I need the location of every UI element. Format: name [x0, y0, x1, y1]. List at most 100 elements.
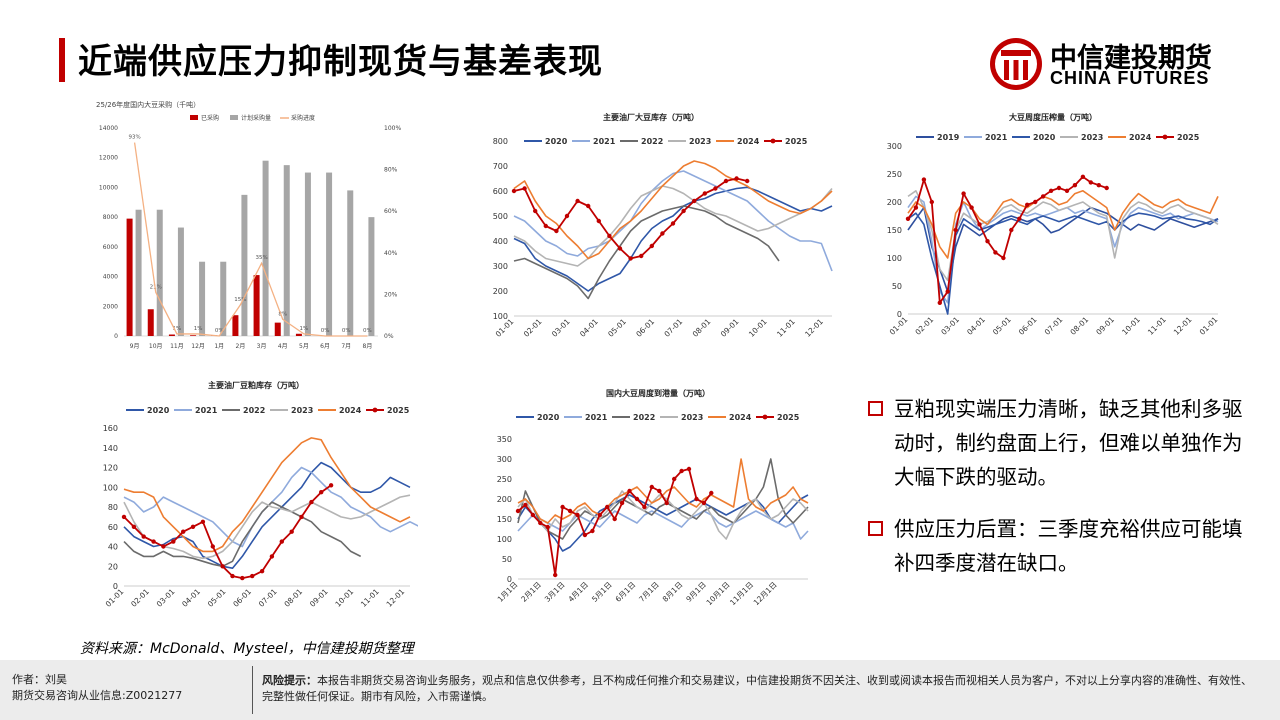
bar-planned [326, 172, 333, 336]
x-tick-label: 06-01 [231, 587, 253, 609]
x-tick-label: 2月1日 [519, 580, 543, 604]
footer-author-block: 作者：刘昊 期货交易咨询从业信息:Z0021277 [12, 672, 182, 704]
series-line-2022 [517, 458, 809, 540]
x-tick-label: 05-01 [606, 317, 628, 339]
x-tick-label: 5月1日 [590, 580, 614, 604]
series-point-2025 [1104, 185, 1109, 191]
x-tick-label: 07-01 [257, 587, 279, 609]
series-line-2020 [517, 494, 809, 552]
series-point-2025 [554, 228, 559, 234]
x-tick-label: 10-01 [333, 587, 355, 609]
legend-label: 2020 [537, 413, 560, 422]
chart-arrivals-svg: 国内大豆周度到港量（万吨） 2020 2021 2022 2023 2024 2025 0 50… [496, 388, 809, 607]
y-tick-label: 250 [497, 475, 512, 484]
y-tick-label: 500 [493, 212, 508, 221]
logo-en: CHINA FUTURES [1050, 68, 1210, 88]
x-tick-label: 09-01 [1094, 315, 1116, 337]
y-tick-label: 40 [108, 543, 118, 552]
series-point-2025 [131, 524, 137, 529]
y-tick-label: 80 [108, 503, 118, 512]
legend-label: 2022 [243, 406, 265, 415]
x-tick-label: 01-01 [104, 587, 126, 609]
series-point-2025 [171, 539, 176, 544]
series-point-2025 [259, 569, 265, 574]
series-point-2025 [961, 191, 966, 196]
bullet-item: 豆粕现实端压力清晰，缺乏其他利多驱动时，制约盘面上行，但难以单独作为大幅下跌的驱… [868, 392, 1248, 494]
series-point-2025 [596, 218, 601, 224]
x-tick-label: 6月 [320, 343, 330, 350]
series-point-2025 [913, 205, 919, 210]
series-line-2024 [513, 160, 833, 260]
series-point-2025 [627, 488, 632, 494]
x-tick-label: 11月1日 [728, 580, 755, 607]
x-tick-label: 10月1日 [705, 580, 732, 607]
company-logo: 中信建投期货 CHINA FUTURES [988, 34, 1238, 94]
data-label: 0% [342, 328, 351, 334]
series-point-2025 [1033, 199, 1038, 205]
y-tick-label: 0 [113, 582, 118, 591]
data-label: 1% [194, 326, 203, 332]
series-point-2025 [686, 466, 692, 472]
x-tick-label: 06-01 [634, 317, 656, 339]
legend-label: 2024 [339, 406, 362, 415]
series-point-2025 [523, 502, 528, 508]
x-tick-label: 05-01 [206, 587, 228, 609]
y-tick-label: 120 [103, 464, 118, 473]
series-point-2025 [701, 500, 707, 506]
bar-purchased [232, 315, 239, 336]
series-point-2025 [664, 500, 669, 506]
y-tick-label: 800 [493, 137, 508, 146]
series-point-2025 [945, 289, 950, 294]
x-tick-label: 02-01 [913, 315, 935, 337]
series-point-2025 [977, 222, 982, 227]
chart-title: 大豆周度压榨量（万吨） [1009, 112, 1097, 122]
series-point-2025 [694, 496, 699, 502]
series-point-2025 [230, 573, 235, 579]
bar-purchased [126, 218, 133, 336]
y-tick-label: 50 [892, 282, 902, 291]
series-line-2020 [513, 186, 833, 292]
x-tick-label: 01-01 [1198, 315, 1220, 337]
legend-label: 2025 [1177, 133, 1200, 142]
y-tick-label: 100 [493, 312, 508, 321]
x-tick-label: 02-01 [522, 317, 544, 339]
y-tick-label: 12000 [99, 155, 118, 162]
chart-purchases-svg: 25/26年度国内大豆采购（千吨）已采购 计划采购量 采购进度 0 2000 4000 60… [96, 100, 401, 350]
legend-label: 2021 [593, 137, 616, 146]
series-point-2025 [1096, 183, 1101, 188]
legend-label: 2023 [689, 137, 711, 146]
bullet-square-icon [868, 401, 883, 416]
risk-label: 风险提示： [262, 674, 317, 687]
y-tick-label: 150 [497, 515, 512, 524]
series-point-2025 [250, 573, 255, 579]
x-tick-label: 05-01 [991, 315, 1013, 337]
data-label: 0% [321, 328, 330, 334]
x-tick-label: 09-01 [719, 317, 741, 339]
series-point-2025 [634, 496, 640, 502]
legend-label: 2022 [633, 413, 655, 422]
chart-purchases: 25/26年度国内大豆采购（千吨） 已采购 计划采购量 采购进度 0 2000 4000 60… [90, 98, 410, 358]
series-point-2025 [1017, 216, 1022, 221]
logo-cn: 中信建投期货 [1050, 43, 1212, 74]
y-tick-label: 300 [493, 262, 508, 271]
chart-title: 25/26年度国内大豆采购（千吨） [96, 100, 200, 109]
series-point-2025 [151, 539, 156, 544]
bar-planned [368, 217, 375, 336]
legend-label: 2021 [585, 413, 608, 422]
series-point-2025 [660, 231, 665, 236]
x-tick-label: 02-01 [129, 587, 151, 609]
series-point-2025 [681, 208, 686, 214]
series-point-2025 [586, 203, 591, 209]
bar-planned [135, 209, 142, 336]
legend-label: 2025 [777, 413, 800, 422]
footer-divider [252, 666, 253, 714]
x-tick-label: 08-01 [1068, 315, 1090, 337]
legend-label: 2022 [641, 137, 663, 146]
bullet-text: 供应压力后置：三季度充裕供应可能填补四季度潜在缺口。 [894, 517, 1243, 575]
data-label: 15% [234, 297, 246, 303]
bar-planned [262, 160, 269, 336]
x-tick-label: 10月 [149, 343, 163, 350]
x-tick-label: 5月 [299, 343, 309, 350]
series-line-2024 [123, 437, 411, 553]
series-line-2022 [513, 205, 780, 300]
